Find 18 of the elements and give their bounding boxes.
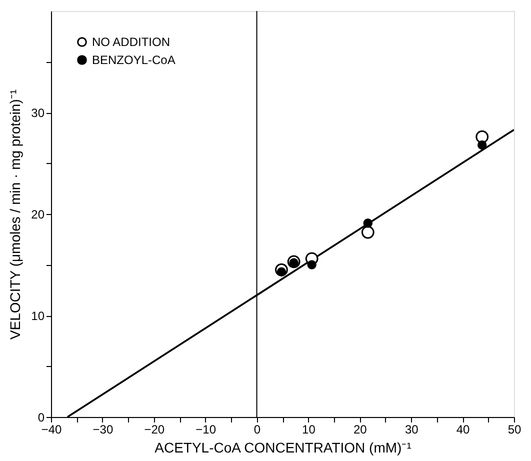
legend-label: NO ADDITION	[92, 35, 170, 49]
x-axis-title: ACETYL-CoA CONCENTRATION (mM)⁻¹	[154, 440, 412, 456]
y-tick-label: 0	[38, 410, 45, 424]
x-tick-label: −10	[196, 422, 216, 436]
x-tick-label: −40	[41, 422, 62, 436]
x-tick-label: 50	[508, 422, 522, 436]
x-tick-label: −20	[144, 422, 165, 436]
x-tick-label: 10	[302, 422, 316, 436]
x-tick-label: 40	[456, 422, 470, 436]
y-axis-title: VELOCITY (μmoles / min · mg protein)⁻¹	[7, 89, 24, 340]
x-tick-label: 30	[404, 422, 419, 436]
x-tick-label: 20	[353, 422, 368, 436]
x-tick-label: 0	[254, 422, 261, 436]
legend-label: BENZOYL-CoA	[92, 53, 176, 67]
y-tick-label: 30	[31, 106, 45, 120]
x-tick-label: −30	[92, 422, 114, 436]
y-tick-label: 20	[31, 208, 45, 222]
y-tick-label: 10	[31, 309, 45, 323]
